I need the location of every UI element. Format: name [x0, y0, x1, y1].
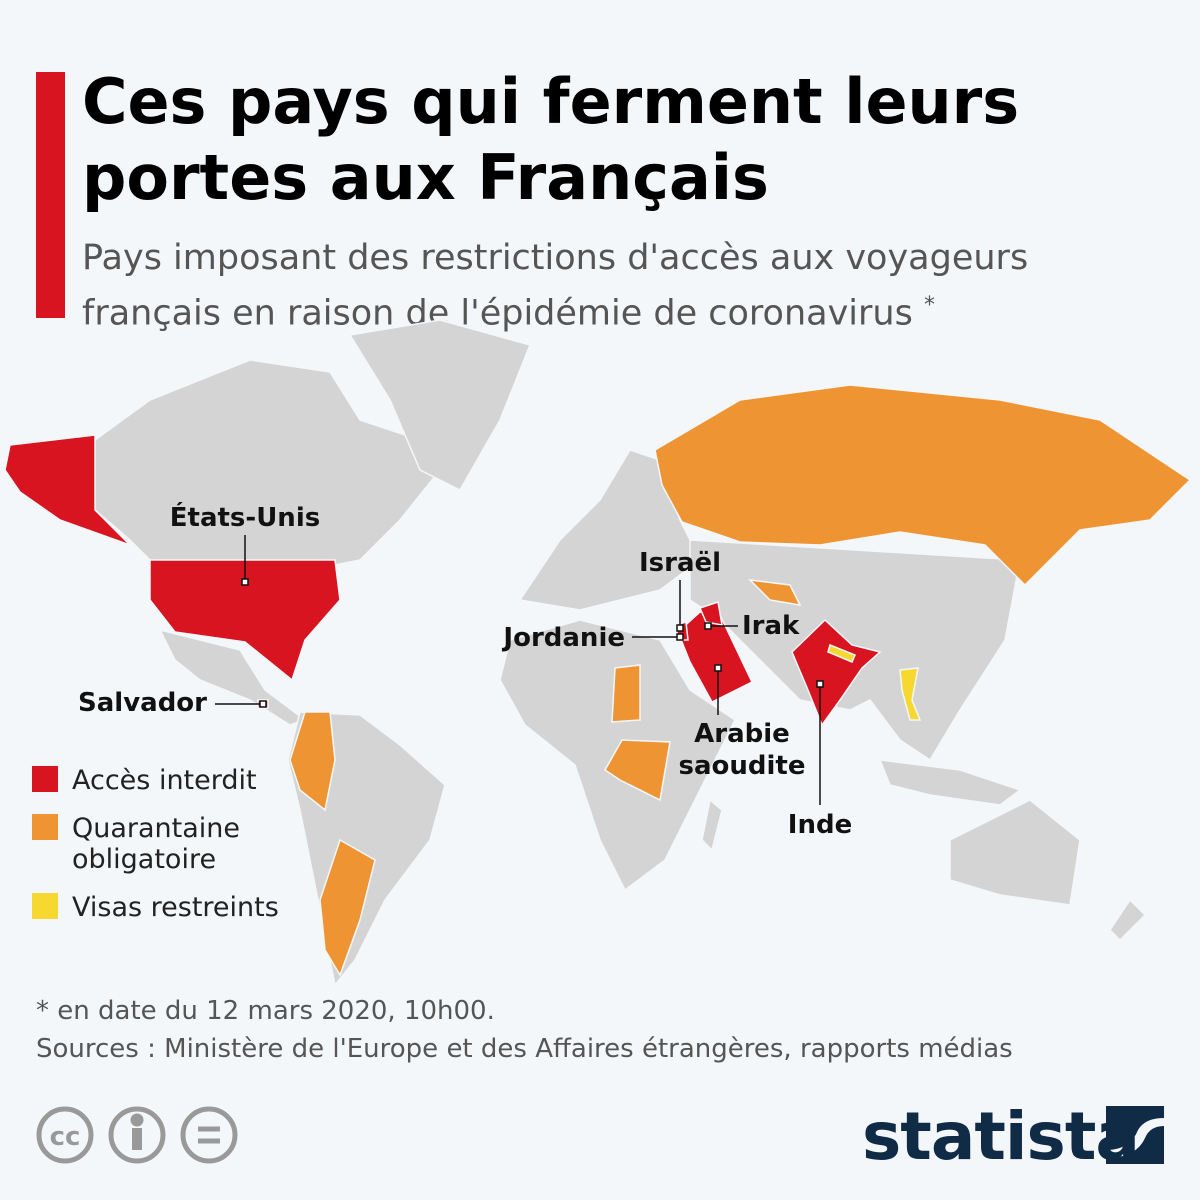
country-label: Inde: [788, 810, 852, 840]
iraq: [698, 601, 723, 626]
country-label: États-Unis: [170, 501, 320, 533]
leader-dot: [259, 700, 267, 708]
country-label: Jordanie: [501, 623, 625, 653]
license-icons: cc: [36, 1106, 238, 1164]
colombia-peru: [289, 711, 336, 812]
legend-swatch: [32, 814, 58, 840]
vietnam: [899, 667, 922, 721]
iran: [747, 578, 802, 606]
legend-label: Accès interdit: [72, 765, 257, 796]
legend-swatch: [32, 766, 58, 792]
title-line: portes aux Français: [82, 141, 769, 214]
alaska: [4, 434, 131, 546]
country-label: Israël: [639, 548, 721, 578]
leaders: [215, 535, 824, 805]
indonesia: [878, 759, 1022, 806]
leader-dot: [816, 680, 824, 688]
madagascar: [701, 798, 723, 852]
cc-glyph: cc: [50, 1122, 81, 1152]
highlighted-countries: [4, 384, 1192, 977]
legend-label: Quarantaine: [72, 813, 240, 844]
logo-mark: [1106, 1106, 1164, 1164]
accent-bar: [36, 72, 65, 318]
nd-icon: [180, 1106, 238, 1164]
cc-icon: [36, 1106, 94, 1164]
india: [791, 618, 882, 727]
subtitle-line: Pays imposant des restrictions d'accès a…: [82, 238, 1029, 278]
country-label: Irak: [742, 611, 800, 641]
leader-dot: [704, 622, 712, 630]
argentina: [319, 838, 376, 977]
leader-dot: [676, 633, 684, 641]
logo-wave: [1106, 1118, 1164, 1158]
australia: [949, 799, 1081, 906]
leader-dot: [676, 624, 684, 632]
legend-swatch: [32, 893, 58, 919]
by-head: [130, 1113, 144, 1127]
subtitle: Pays imposant des restrictions d'accès a…: [82, 234, 1028, 338]
footnote: * en date du 12 mars 2020, 10h00.: [36, 996, 495, 1026]
sources: Sources : Ministère de l'Europe et des A…: [36, 1034, 1013, 1064]
canada: [94, 359, 441, 566]
country-label: saoudite: [679, 751, 806, 781]
usa: [149, 559, 341, 682]
saudi-arabia: [677, 611, 753, 703]
subtitle-line: français en raison de l'épidémie de coro…: [82, 282, 1028, 338]
legend-label: obligatoire: [72, 844, 216, 875]
by-body: [132, 1128, 142, 1150]
by-icon: [108, 1106, 166, 1164]
greenland: [348, 319, 532, 491]
asterisk: *: [923, 293, 935, 318]
russia: [654, 384, 1192, 587]
congo: [604, 739, 671, 802]
logo: statista: [862, 1098, 1140, 1175]
subtitle-text: français en raison de l'épidémie de coro…: [82, 293, 913, 334]
legend-label: Visas restreints: [72, 892, 279, 923]
country-label: Salvador: [78, 688, 207, 718]
title-line: Ces pays qui ferment leurs: [82, 65, 1020, 138]
europe: [518, 449, 701, 611]
leader-dot: [714, 664, 722, 672]
title: Ces pays qui ferment leurs portes aux Fr…: [82, 64, 1019, 216]
nepal: [827, 643, 856, 663]
country-label: Arabie: [694, 719, 790, 749]
new-zealand: [1109, 898, 1147, 942]
chad: [611, 664, 641, 723]
leader-dot: [241, 578, 249, 586]
